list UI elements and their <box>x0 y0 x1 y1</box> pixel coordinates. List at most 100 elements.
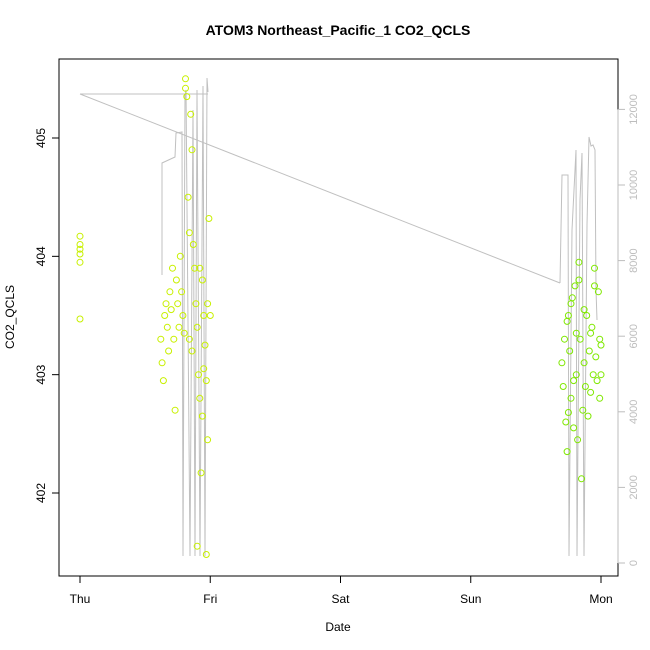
data-point <box>162 300 170 308</box>
data-point <box>562 418 570 426</box>
data-point <box>76 241 84 248</box>
data-point <box>198 276 206 284</box>
data-point <box>191 264 199 272</box>
data-point <box>205 215 213 222</box>
data-point <box>592 353 600 361</box>
data-point <box>172 276 180 284</box>
data-point <box>567 300 575 308</box>
data-point <box>184 193 192 201</box>
y2-tick-label: 0 <box>628 560 640 566</box>
data-point <box>583 312 591 319</box>
data-point <box>175 323 183 331</box>
data-point <box>572 329 580 337</box>
axes-layer: Thu Fri Sat Sun Mon 402 403 404 405 0 2000 4000 6000… <box>34 94 640 606</box>
data-point <box>167 306 175 314</box>
data-point <box>591 264 598 272</box>
y-tick-label: 404 <box>34 246 48 266</box>
data-point <box>171 406 179 414</box>
data-point <box>165 347 173 355</box>
data-point <box>189 241 197 248</box>
y-tick-label: 405 <box>34 128 48 148</box>
data-point <box>558 359 566 367</box>
data-point <box>188 146 196 154</box>
data-point <box>158 359 166 367</box>
data-point <box>161 312 169 319</box>
y-tick-label: 403 <box>34 364 48 384</box>
data-point <box>187 110 195 118</box>
data-point <box>185 229 193 237</box>
x-tick-label: Mon <box>589 592 612 606</box>
data-point <box>206 312 214 319</box>
data-point <box>183 93 191 101</box>
data-point <box>571 282 579 290</box>
data-point <box>170 335 178 343</box>
data-point <box>580 306 588 314</box>
data-points-layer <box>76 75 605 558</box>
data-point <box>575 276 583 284</box>
y2-tick-label: 12000 <box>628 94 640 125</box>
data-point <box>574 436 582 444</box>
data-point <box>204 300 212 308</box>
data-point <box>561 335 568 343</box>
secondary-series-trace <box>559 136 598 557</box>
y-axis-label: CO2_QCLS <box>3 285 17 349</box>
data-point <box>597 371 605 379</box>
x-tick-label: Sat <box>331 592 350 606</box>
data-point <box>576 335 584 343</box>
data-point <box>163 323 171 331</box>
data-point <box>174 300 182 308</box>
data-point <box>197 469 205 477</box>
y2-tick-label: 8000 <box>628 248 640 272</box>
data-point <box>193 323 201 331</box>
data-point <box>192 300 200 308</box>
data-point <box>180 329 188 337</box>
data-point <box>585 347 593 355</box>
secondary-trend-line <box>79 93 561 284</box>
y2-tick-label: 2000 <box>628 475 640 499</box>
data-point <box>196 394 204 402</box>
data-point <box>564 409 572 416</box>
data-point <box>594 288 602 296</box>
data-point <box>593 377 601 385</box>
data-point <box>591 282 598 290</box>
data-point <box>178 288 186 296</box>
data-point <box>570 424 578 432</box>
data-point <box>188 347 196 355</box>
data-point <box>76 250 84 258</box>
data-point <box>567 394 575 402</box>
data-point <box>563 317 571 325</box>
data-point <box>76 258 84 266</box>
data-point <box>587 329 595 337</box>
y2-tick-label: 6000 <box>628 324 640 348</box>
data-point <box>195 371 202 379</box>
data-point <box>587 388 595 396</box>
data-point <box>193 542 201 550</box>
data-point <box>176 252 184 260</box>
data-point <box>581 383 589 390</box>
data-point <box>575 258 583 266</box>
x-axis-label: Date <box>325 620 351 634</box>
data-point <box>196 264 204 272</box>
data-point <box>179 312 187 319</box>
data-point <box>159 377 167 385</box>
data-point <box>76 232 84 240</box>
x-tick-label: Sun <box>460 592 481 606</box>
y-tick-label: 402 <box>34 483 48 503</box>
data-point <box>584 412 592 420</box>
data-point <box>166 288 174 296</box>
data-point <box>580 359 588 367</box>
data-point <box>198 412 206 420</box>
data-point <box>201 341 209 349</box>
y2-tick-label: 10000 <box>628 170 640 201</box>
data-point <box>596 394 604 402</box>
data-point <box>563 448 571 456</box>
data-point <box>202 551 210 558</box>
x-tick-label: Thu <box>70 592 91 606</box>
data-point <box>185 335 193 343</box>
chart-title: ATOM3 Northeast_Pacific_1 CO2_QCLS <box>206 22 471 38</box>
data-point <box>157 335 165 343</box>
data-point <box>182 75 189 83</box>
x-tick-label: Fri <box>203 592 217 606</box>
